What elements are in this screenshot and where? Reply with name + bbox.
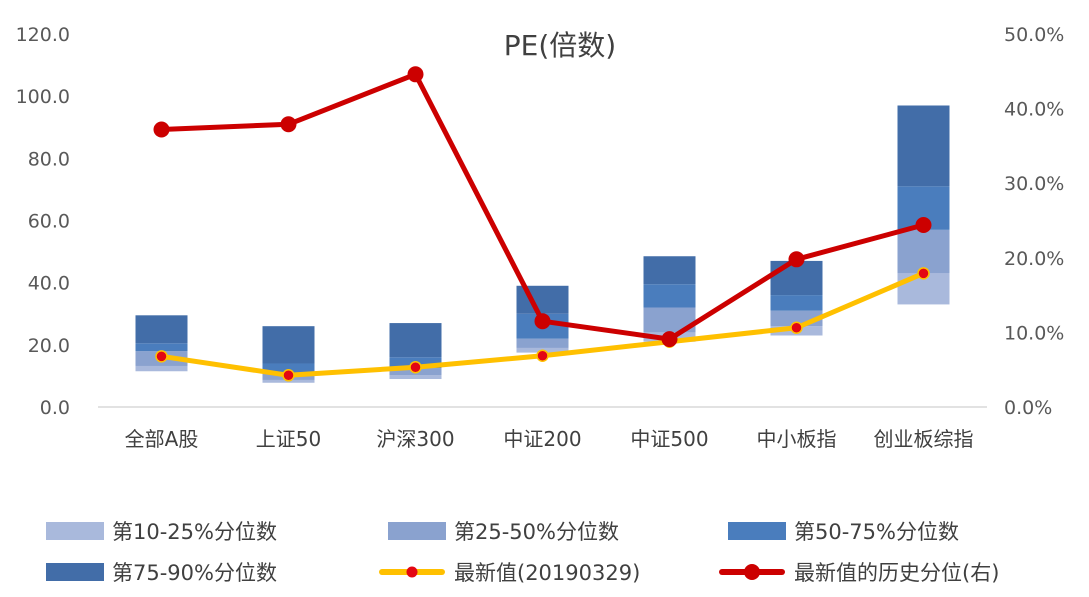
left-tick-label: 60.0 <box>28 211 70 233</box>
right-tick-label: 0.0% <box>1004 397 1052 419</box>
bar-segment <box>389 375 442 380</box>
bars <box>135 105 950 383</box>
bar-segment <box>897 229 950 274</box>
legend-swatch <box>728 522 786 540</box>
right-tick-label: 50.0% <box>1004 24 1064 46</box>
category-label: 上证50 <box>256 427 321 451</box>
legend-label: 第50-75%分位数 <box>794 520 959 544</box>
bar-segment <box>389 323 442 358</box>
percentile-point <box>661 331 678 348</box>
latest-value-point <box>155 350 168 363</box>
right-tick-label: 10.0% <box>1004 322 1064 344</box>
latest-value-point <box>536 349 549 362</box>
bar-segment <box>643 284 696 308</box>
legend-label: 第10-25%分位数 <box>112 520 277 544</box>
legend-marker <box>406 566 418 578</box>
category-label: 沪深300 <box>376 427 454 451</box>
percentile-point <box>915 216 932 233</box>
legend-swatch <box>46 522 104 540</box>
category-label: 中证500 <box>630 427 708 451</box>
category-label: 创业板综指 <box>874 427 974 451</box>
bar-segment <box>770 295 823 311</box>
latest-value-point <box>409 360 422 374</box>
right-tick-label: 30.0% <box>1004 173 1064 195</box>
left-tick-label: 0.0 <box>40 397 70 419</box>
legend-marker <box>744 564 760 580</box>
bar-segment <box>262 363 315 373</box>
latest-value-point <box>917 267 930 280</box>
left-tick-label: 120.0 <box>16 24 70 46</box>
latest-value-point <box>790 321 803 334</box>
category-labels: 全部A股 上证50 沪深300 中证200 中证500 中小板指 创业板综指 <box>125 427 974 451</box>
legend-swatch <box>46 563 104 581</box>
bar-segment <box>643 256 696 285</box>
category-label: 中小板指 <box>757 427 837 451</box>
legend-label: 第75-90%分位数 <box>112 561 277 585</box>
latest-value-point <box>282 369 295 382</box>
bar-segment <box>135 343 188 352</box>
legend-label: 最新值的历史分位(右) <box>794 561 999 585</box>
percentile-point <box>534 313 551 330</box>
category-label: 中证200 <box>503 427 581 451</box>
percentile-point <box>153 121 170 138</box>
right-tick-label: 20.0% <box>1004 248 1064 270</box>
percentile-point <box>407 66 424 83</box>
legend-label: 第25-50%分位数 <box>454 520 619 544</box>
left-tick-label: 80.0 <box>28 148 70 170</box>
right-tick-label: 40.0% <box>1004 99 1064 121</box>
percentile-point <box>280 116 297 133</box>
bar-segment <box>897 105 950 187</box>
category-label: 全部A股 <box>125 427 199 451</box>
left-tick-label: 40.0 <box>28 273 70 295</box>
right-axis: 0.0% 10.0% 20.0% 30.0% 40.0% 50.0% <box>1004 24 1064 419</box>
bar-segment <box>135 365 188 372</box>
legend: 第10-25%分位数 第25-50%分位数 第50-75%分位数第75-90%分位数… <box>46 520 999 585</box>
percentile-point <box>788 251 805 268</box>
bar-segment <box>262 326 315 364</box>
left-tick-label: 100.0 <box>16 86 70 108</box>
chart-title: PE(倍数) <box>504 29 616 62</box>
left-tick-label: 20.0 <box>28 335 70 357</box>
legend-label: 最新值(20190329) <box>454 561 640 585</box>
left-axis: 0.0 20.0 40.0 60.0 80.0 100.0 120.0 <box>16 24 70 419</box>
legend-swatch <box>388 522 446 540</box>
bar-segment <box>135 315 188 344</box>
bar-segment <box>516 338 569 348</box>
lines <box>153 66 932 382</box>
